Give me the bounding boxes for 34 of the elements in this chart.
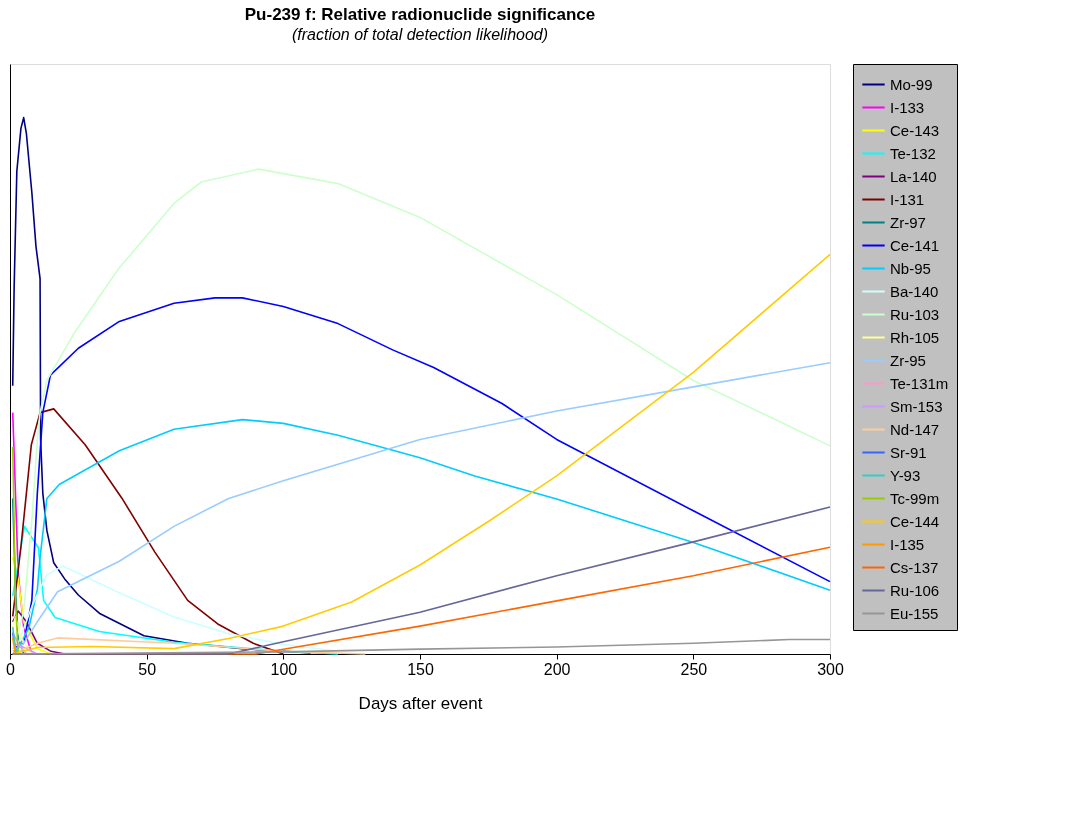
legend-label: Ce-144 xyxy=(890,512,940,530)
chart-title: Pu-239 f: Relative radionuclide significance xyxy=(244,4,596,24)
x-tick-label: 0 xyxy=(6,660,16,678)
legend-label: I-135 xyxy=(890,535,925,553)
legend-label: Y-93 xyxy=(890,466,921,484)
legend-label: Ce-143 xyxy=(890,121,940,139)
legend-label: Ru-103 xyxy=(890,305,940,323)
x-axis-title: Days after event xyxy=(358,693,483,713)
legend-label: Sm-153 xyxy=(890,397,943,415)
legend-label: Zr-95 xyxy=(890,351,926,369)
chart-subtitle: (fraction of total detection likelihood) xyxy=(291,25,549,43)
legend-label: Ru-106 xyxy=(890,581,940,599)
x-tick-label: 300 xyxy=(817,660,844,678)
legend-label: Cs-137 xyxy=(890,558,939,576)
legend-label: Eu-155 xyxy=(890,604,939,622)
legend-label: I-131 xyxy=(890,190,925,208)
legend-label: Nd-147 xyxy=(890,420,940,438)
legend-label: Te-131m xyxy=(890,374,949,392)
legend-label: Nb-95 xyxy=(890,259,931,277)
x-tick-label: 150 xyxy=(407,660,434,678)
legend-label: Mo-99 xyxy=(890,75,933,93)
legend-label: I-133 xyxy=(890,98,925,116)
x-tick-label: 200 xyxy=(543,660,571,678)
x-tick-label: 250 xyxy=(680,660,708,678)
x-tick-label: 50 xyxy=(138,660,157,678)
legend-label: Sr-91 xyxy=(890,443,927,461)
legend-label: Ba-140 xyxy=(890,282,939,300)
legend-label: La-140 xyxy=(890,167,937,185)
legend-label: Zr-97 xyxy=(890,213,926,231)
legend-label: Rh-105 xyxy=(890,328,940,346)
legend-label: Ce-141 xyxy=(890,236,940,254)
x-tick-label: 100 xyxy=(270,660,298,678)
legend-label: Tc-99m xyxy=(890,489,940,507)
legend-label: Te-132 xyxy=(890,144,936,162)
